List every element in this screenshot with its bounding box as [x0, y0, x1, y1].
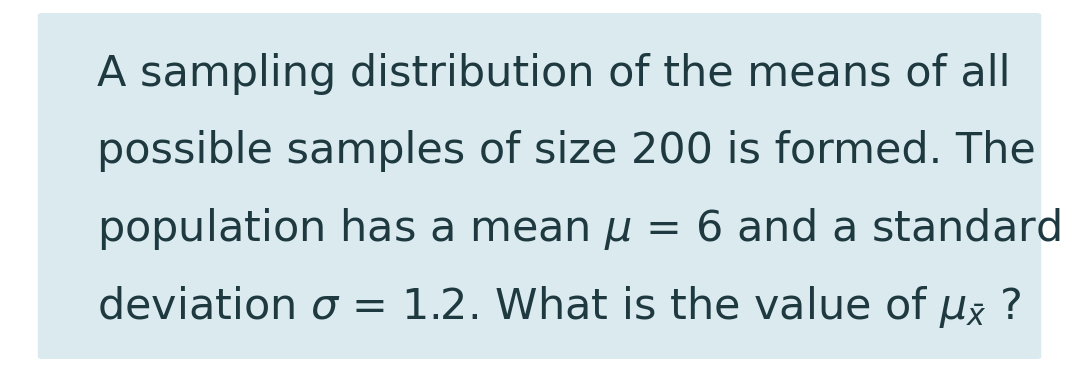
Text: population has a mean $\mu$ = 6 and a standard: population has a mean $\mu$ = 6 and a st… — [97, 206, 1061, 252]
Text: deviation $\sigma$ = 1.2. What is the value of $\mu_{\bar{x}}$ ?: deviation $\sigma$ = 1.2. What is the va… — [97, 284, 1022, 330]
Text: A sampling distribution of the means of all: A sampling distribution of the means of … — [97, 54, 1011, 95]
Text: possible samples of size 200 is formed. The: possible samples of size 200 is formed. … — [97, 130, 1036, 171]
